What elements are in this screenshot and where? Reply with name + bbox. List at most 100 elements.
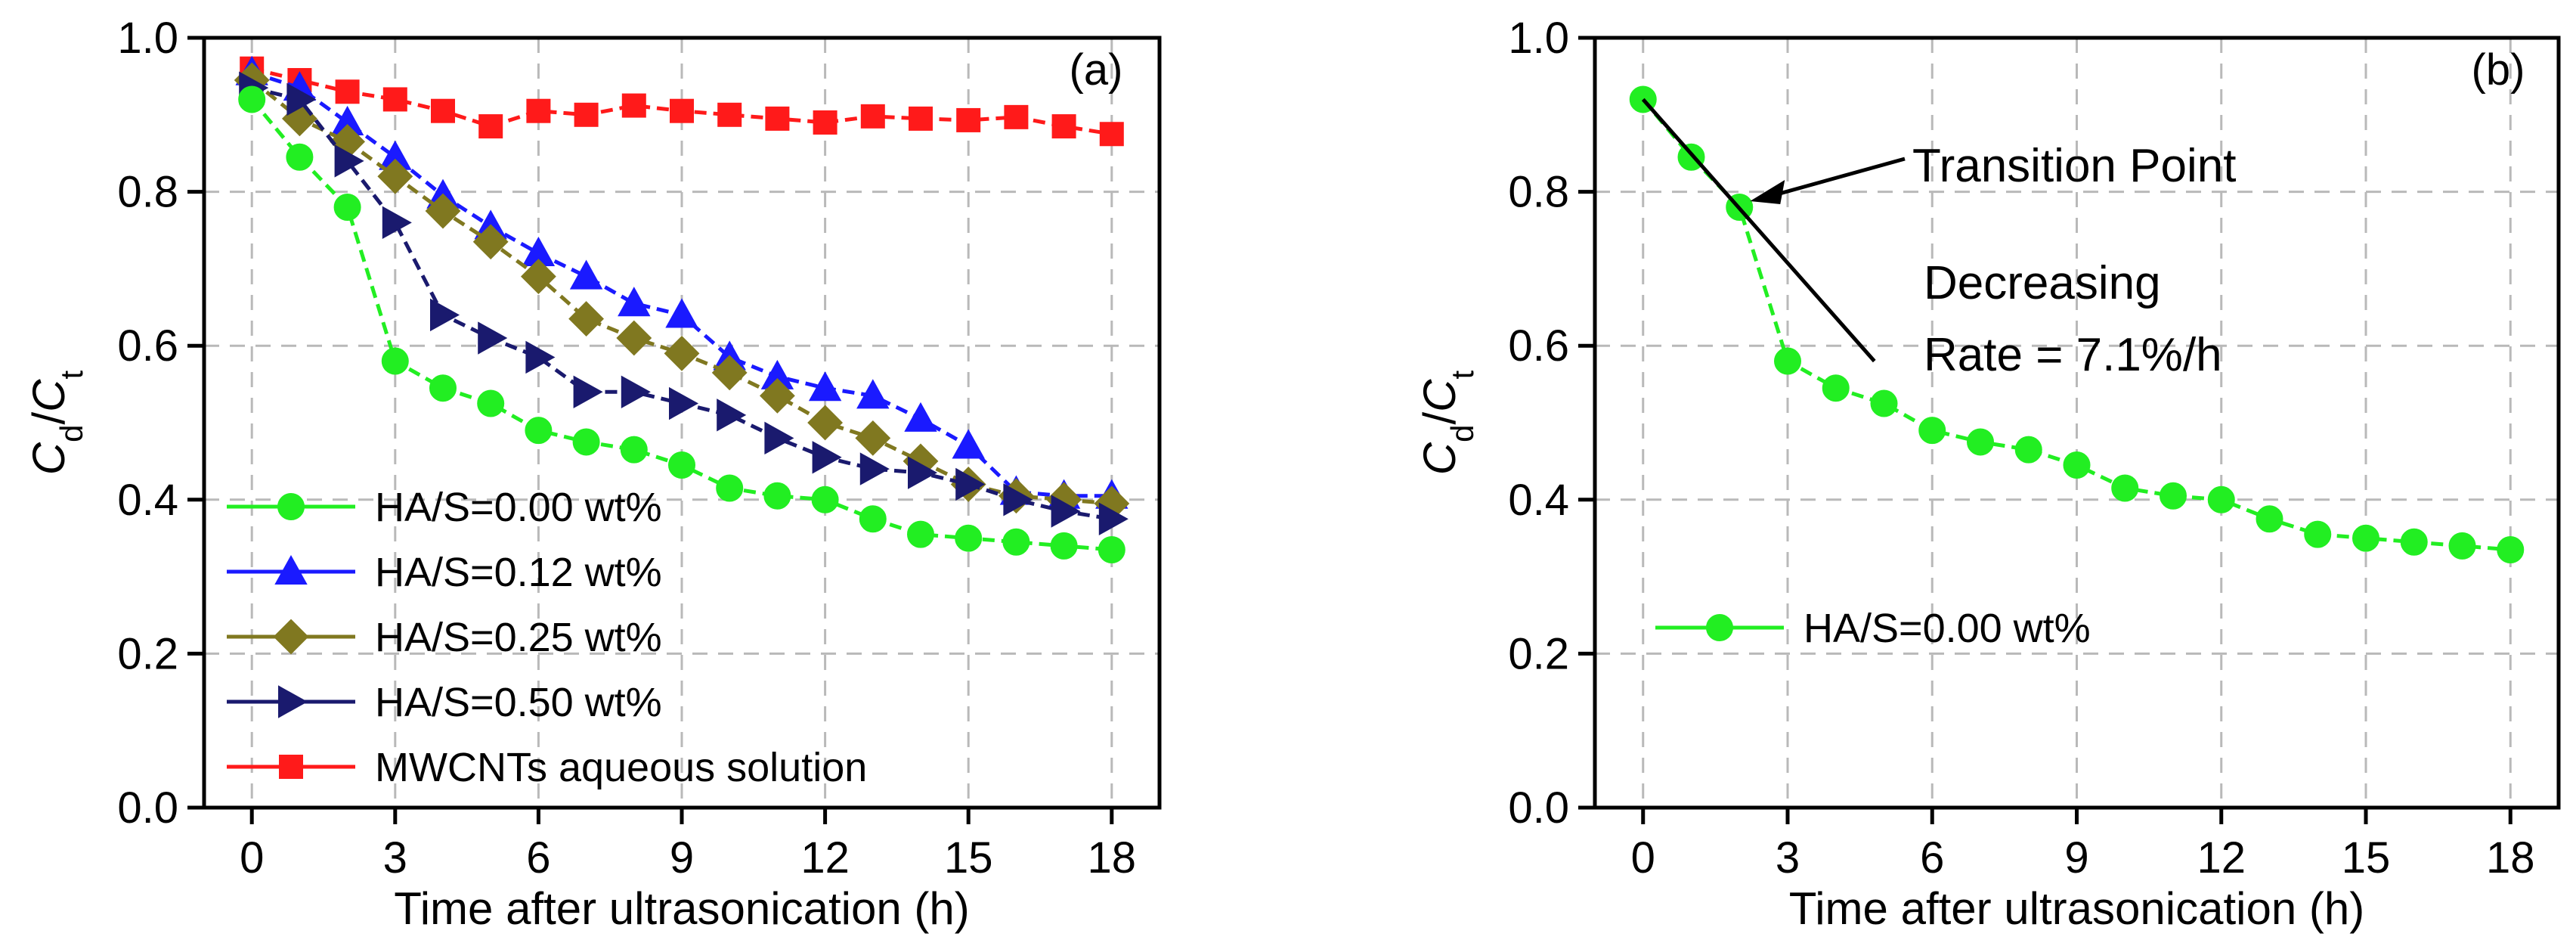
ticks-a: 0 3 6 9 12 15 18 0.0 0.2 0.4 0.6 0.8 1.0 — [117, 14, 1136, 882]
data-point — [477, 389, 505, 417]
data-point — [670, 98, 694, 123]
data-point — [525, 417, 553, 445]
data-point — [908, 456, 938, 489]
y-axis-title-b-c2: C — [1414, 379, 1465, 412]
x-tick-label: 18 — [1088, 833, 1137, 882]
data-point — [526, 98, 551, 123]
y-tick-label: 1.0 — [117, 14, 178, 63]
data-point — [2304, 520, 2332, 548]
legend-b: HA/S=0.00 wt% — [1655, 606, 2091, 651]
legend-marker — [279, 755, 303, 779]
data-point — [664, 335, 700, 371]
data-point — [238, 85, 266, 113]
data-point — [2160, 482, 2187, 510]
legend-label: HA/S=0.00 wt% — [1804, 606, 2091, 651]
annotation-rate-line2: Rate = 7.1%/h — [1924, 329, 2222, 381]
x-tick-label: 3 — [383, 833, 407, 882]
data-point — [525, 340, 556, 374]
data-point — [1051, 495, 1081, 528]
data-point — [1822, 374, 1850, 402]
data-point — [621, 375, 651, 408]
legend-label: HA/S=0.25 wt% — [375, 615, 662, 660]
data-point — [1051, 114, 1076, 139]
data-point — [764, 421, 794, 455]
y-axis-title-a: Cd/Ct — [23, 370, 89, 475]
data-point — [1967, 428, 1994, 456]
data-point — [568, 301, 605, 337]
y-tick-label: 1.0 — [1508, 14, 1569, 63]
x-tick-label: 6 — [1920, 833, 1944, 882]
x-tick-label: 15 — [944, 833, 993, 882]
data-point — [759, 377, 795, 414]
data-point — [2448, 532, 2476, 560]
data-point — [569, 259, 603, 290]
data-point — [812, 441, 842, 474]
data-point — [763, 482, 791, 510]
data-point — [286, 143, 314, 171]
data-point — [807, 405, 844, 441]
y-axis-title-b-sub2: t — [1444, 370, 1480, 379]
data-point — [956, 107, 981, 132]
data-point — [520, 259, 556, 294]
data-point — [430, 298, 460, 332]
data-point — [334, 144, 364, 178]
y-tick-label: 0.2 — [117, 629, 178, 678]
data-point — [711, 355, 748, 391]
legend-label: HA/S=0.12 wt% — [375, 550, 662, 595]
data-point — [2256, 505, 2283, 533]
panel-tag-b: (b) — [2472, 45, 2525, 95]
grid-b — [1595, 38, 2559, 808]
data-point — [429, 374, 457, 402]
y-tick-label: 0.0 — [1508, 783, 1569, 833]
data-point — [2352, 524, 2379, 552]
data-point — [620, 436, 648, 464]
data-point — [952, 429, 985, 459]
data-point — [955, 467, 986, 501]
data-point — [2111, 474, 2139, 502]
x-tick-label: 12 — [2197, 833, 2246, 882]
y-axis-title-a-c2: C — [23, 379, 74, 412]
annotation-arrow-line — [1760, 157, 1906, 201]
legend-marker — [278, 685, 308, 718]
y-tick-label: 0.0 — [117, 783, 178, 833]
annotation-rate-line1: Decreasing — [1924, 257, 2161, 309]
data-point — [1918, 417, 1946, 445]
x-tick-label: 15 — [2342, 833, 2391, 882]
annotations-b: Transition Point Decreasing Rate = 7.1%/… — [1912, 140, 2236, 381]
data-point — [1003, 483, 1033, 516]
x-tick-label: 6 — [526, 833, 550, 882]
y-axis-title-b: Cd/Ct — [1414, 370, 1480, 475]
legend-marker — [277, 493, 305, 520]
data-point — [1098, 502, 1129, 535]
series-ha-s-0-00-wt- — [238, 85, 1125, 563]
legend-marker — [274, 554, 308, 585]
legend-a: HA/S=0.00 wt% HA/S=0.12 wt% HA/S=0.25 wt% H… — [227, 485, 867, 790]
y-tick-label: 0.8 — [117, 168, 178, 217]
data-point — [618, 287, 651, 317]
data-point — [1098, 535, 1125, 563]
data-point — [1002, 528, 1030, 556]
annotation-transition-point: Transition Point — [1912, 140, 2236, 192]
data-point — [333, 193, 361, 221]
data-point — [478, 321, 508, 355]
fit-line — [1641, 98, 1876, 363]
legend-label: HA/S=0.00 wt% — [375, 485, 662, 530]
y-tick-label: 0.2 — [1508, 629, 1569, 678]
y-axis-title-b-c1: C — [1414, 442, 1465, 475]
data-point — [382, 206, 412, 240]
y-axis-title-a-sub1: d — [54, 424, 89, 442]
data-point — [855, 420, 891, 456]
data-point — [909, 106, 933, 131]
data-point — [859, 452, 890, 485]
data-point — [859, 505, 887, 533]
data-point — [907, 520, 934, 548]
data-point — [574, 102, 599, 127]
y-tick-label: 0.6 — [1508, 321, 1569, 371]
data-point — [2207, 485, 2235, 513]
x-tick-label: 0 — [240, 833, 264, 882]
data-point — [286, 82, 317, 116]
ticks-b: 0 3 6 9 12 15 18 0.0 0.2 0.4 0.6 0.8 1.0 — [1508, 14, 2534, 882]
data-point — [1004, 104, 1029, 129]
x-tick-label: 9 — [670, 833, 694, 882]
